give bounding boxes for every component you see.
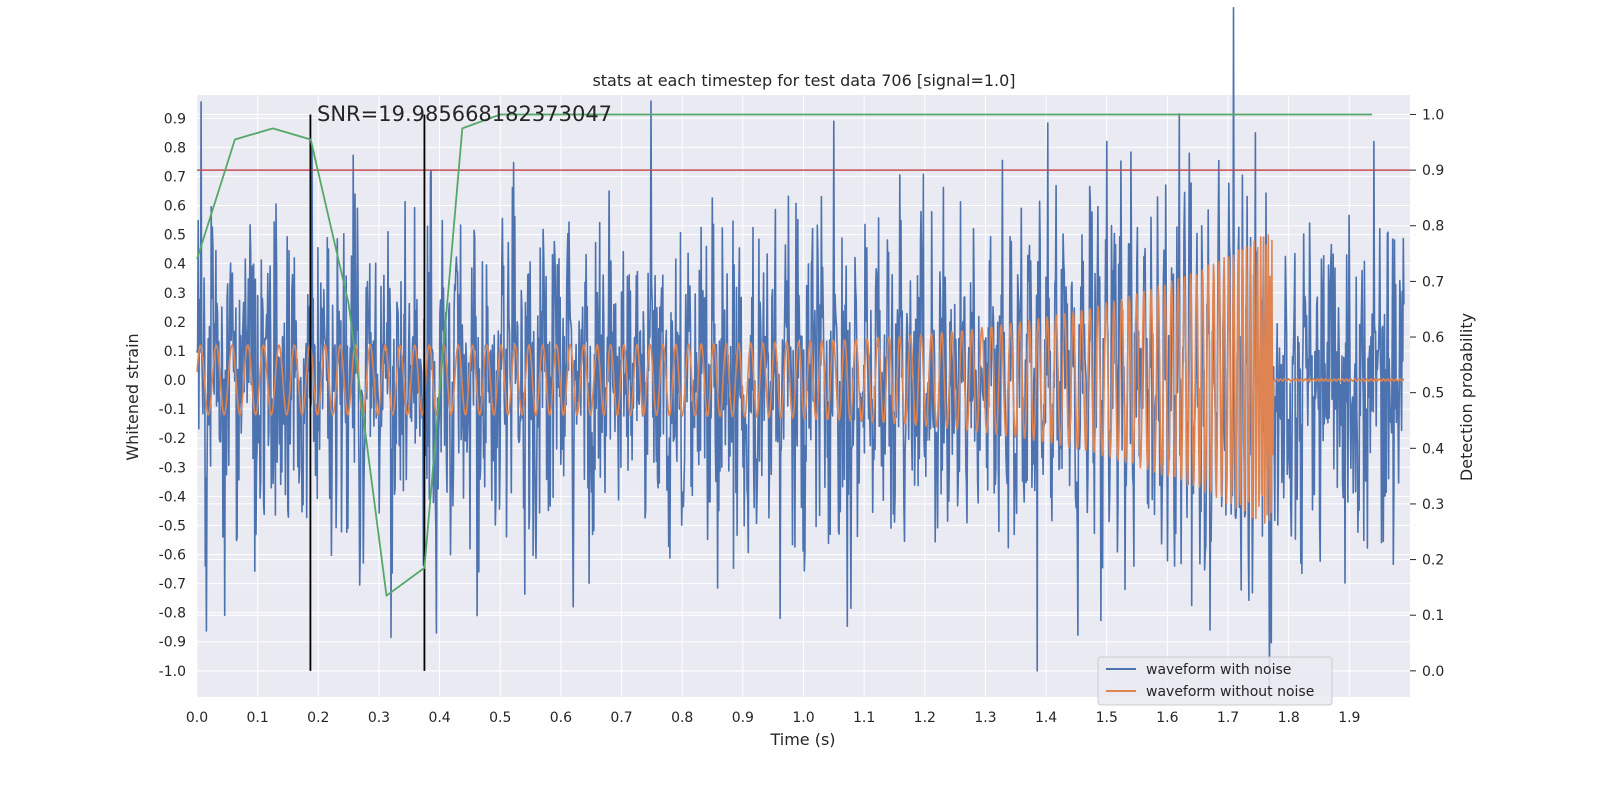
y2-tick-label: 0.4 [1422, 441, 1444, 457]
y-tick-label: 0.8 [164, 140, 186, 156]
x-axis-title: Time (s) [769, 730, 835, 749]
y2-tick-label: 0.8 [1422, 219, 1444, 235]
y-tick-label: -1.0 [159, 664, 186, 680]
clean-line [196, 234, 1405, 524]
y-tick-label: -0.9 [159, 635, 186, 651]
x-tick-label: 0.9 [732, 710, 754, 726]
x-tick-label: 1.9 [1338, 710, 1360, 726]
x-tick-label: 1.4 [1035, 710, 1057, 726]
y-tick-label: 0.7 [164, 169, 186, 185]
y-tick-label: 0.2 [164, 315, 186, 331]
y-tick-label: -0.2 [159, 431, 186, 447]
x-tick-label: 1.1 [853, 710, 875, 726]
x-tick-label: 0.7 [610, 710, 632, 726]
y-tick-label: 0.4 [164, 257, 186, 273]
y-tick-label: 0.1 [164, 344, 186, 360]
x-tick-label: 1.5 [1096, 710, 1118, 726]
x-tick-label: 0.0 [186, 710, 208, 726]
legend: waveform with noise waveform without noi… [1097, 656, 1333, 706]
x-tick-label: 1.8 [1278, 710, 1300, 726]
y2-tick-label: 0.5 [1422, 386, 1444, 402]
y-tick-label: -0.8 [159, 606, 186, 622]
y-tick-label: -0.7 [159, 577, 186, 593]
x-tick-label: 0.3 [368, 710, 390, 726]
x-tick-label: 1.6 [1156, 710, 1178, 726]
y-tick-label: -0.4 [159, 489, 186, 505]
x-tick-label: 0.8 [671, 710, 693, 726]
x-tick-label: 0.4 [428, 710, 450, 726]
overlay-lines [197, 114, 1410, 671]
x-tick-label: 1.2 [914, 710, 936, 726]
y2-tick-label: 1.0 [1422, 107, 1444, 123]
y-tick-label: 0.9 [164, 111, 186, 127]
detection-probability-series [196, 113, 1373, 597]
y2-tick-label: 0.0 [1422, 664, 1444, 680]
y2-tick-label: 0.9 [1422, 163, 1444, 179]
x-tick-label: 1.7 [1217, 710, 1239, 726]
legend-label-clean: waveform without noise [1146, 684, 1314, 700]
x-tick-label: 0.2 [307, 710, 329, 726]
x-tick-label: 1.3 [974, 710, 996, 726]
y2-tick-label: 0.3 [1422, 497, 1444, 513]
y-tick-label: 0.6 [164, 199, 186, 215]
chart-title: stats at each timestep for test data 706… [592, 71, 1015, 90]
legend-box [1097, 656, 1333, 706]
x-tick-label: 0.1 [247, 710, 269, 726]
x-tick-label: 0.5 [489, 710, 511, 726]
y-tick-label: -0.3 [159, 460, 186, 476]
y-tick-label: -0.1 [159, 402, 186, 418]
y2-tick-label: 0.6 [1422, 330, 1444, 346]
y-tick-label: 0.3 [164, 286, 186, 302]
y-tick-label: 0.0 [164, 373, 186, 389]
waveform-without-noise-series [196, 234, 1405, 524]
y-tick-label: 0.5 [164, 228, 186, 244]
y2-tick-label: 0.7 [1422, 274, 1444, 290]
y-tick-label: -0.5 [159, 518, 186, 534]
x-tick-label: 1.0 [792, 710, 814, 726]
y2-axis-title: Detection probability [1457, 313, 1476, 481]
probability-line [196, 113, 1373, 597]
y-tick-label: -0.6 [159, 547, 186, 563]
legend-label-noise: waveform with noise [1146, 662, 1291, 678]
snr-annotation: SNR=19.985668182373047 [317, 102, 612, 126]
y2-tick-label: 0.1 [1422, 608, 1444, 624]
y-axis-title: Whitened strain [123, 333, 142, 460]
y2-tick-label: 0.2 [1422, 553, 1444, 569]
x-tick-label: 0.6 [550, 710, 572, 726]
axes: 0.0 0.1 0.2 0.3 0.4 0.5 0.6 0.7 0.8 0.9 1.0 1.1 1.2 1… [159, 107, 1445, 726]
